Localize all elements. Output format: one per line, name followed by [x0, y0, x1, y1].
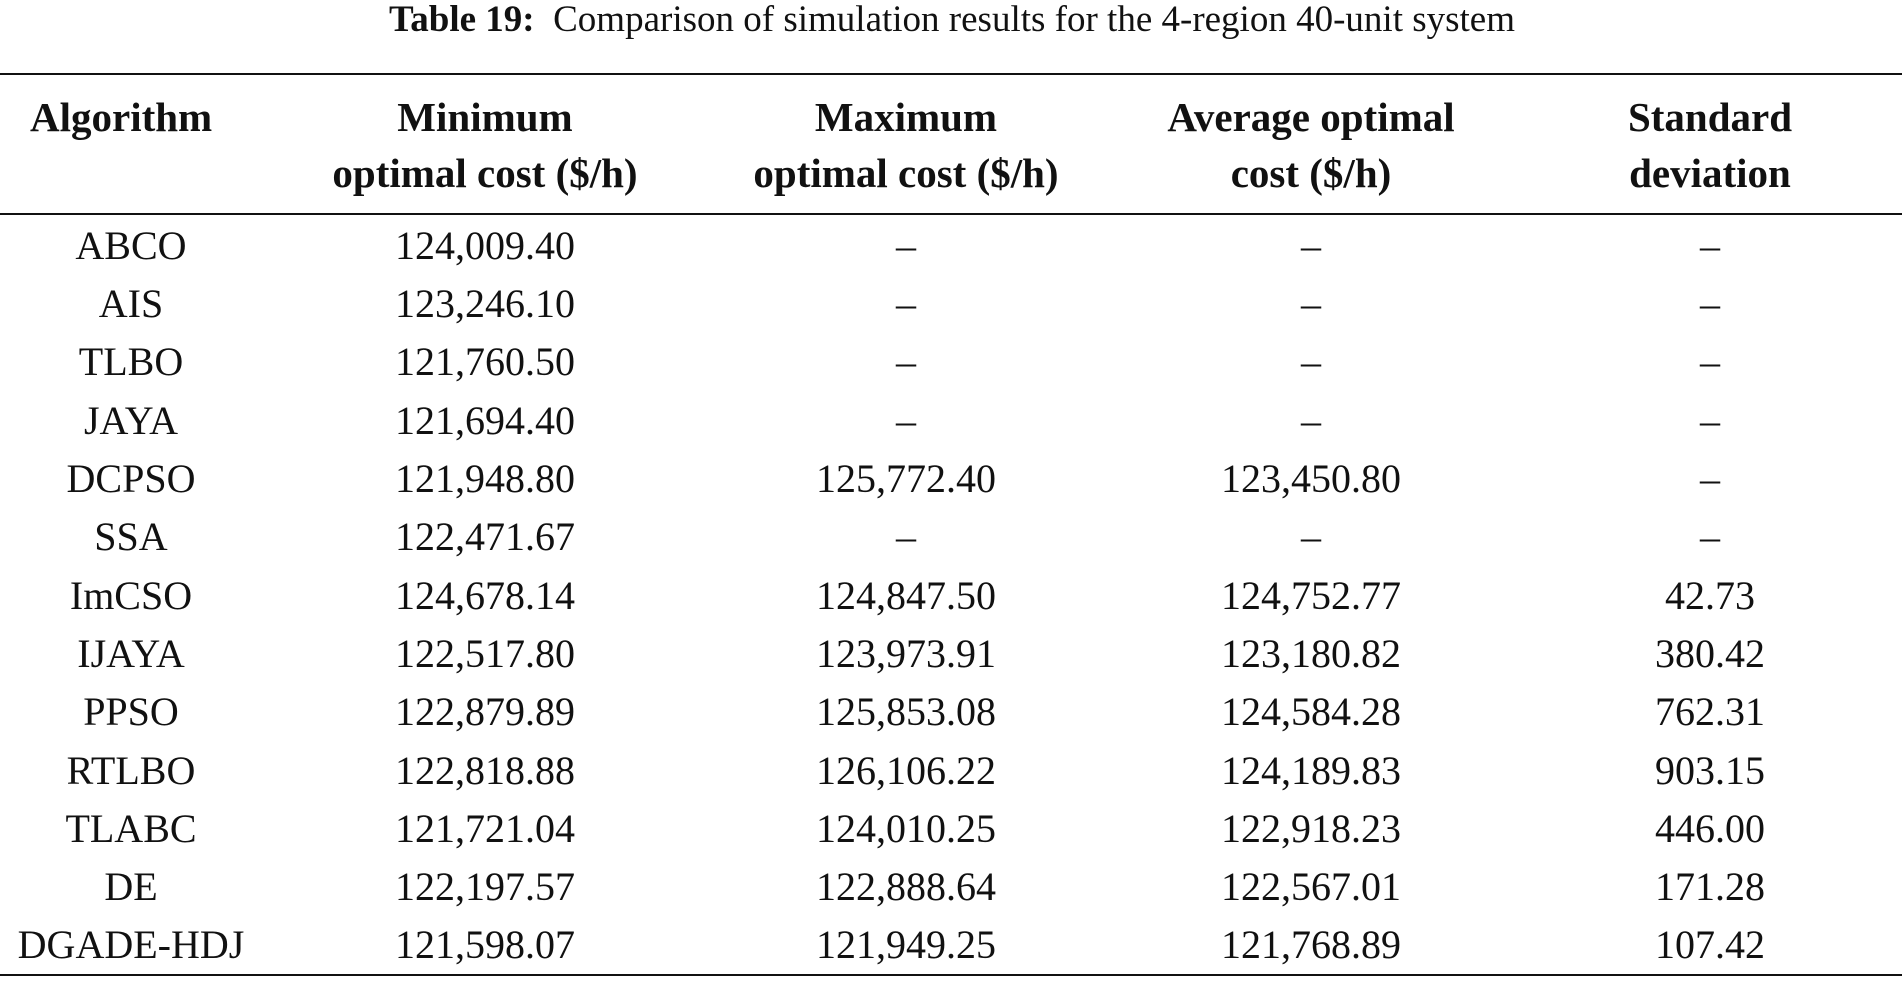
cell-standard-deviation: – [1700, 397, 1720, 443]
cell-average-cost: 124,189.83 [1221, 747, 1401, 793]
table-row: SSA 122,471.67 – – – [0, 508, 1902, 566]
cell-algorithm: PPSO [83, 689, 179, 735]
table-caption: Table 19: Comparison of simulation resul… [0, 0, 1904, 40]
cell-maximum-cost: – [896, 339, 916, 385]
header-minimum-cost: Minimum optimal cost ($/h) [332, 94, 638, 196]
cell-algorithm: DE [104, 864, 158, 910]
cell-maximum-cost: 123,973.91 [816, 630, 996, 676]
cell-algorithm: TLABC [65, 805, 197, 851]
cell-minimum-cost: 124,009.40 [395, 223, 575, 268]
table-caption-label: Table 19: [388, 0, 535, 40]
cell-minimum-cost: 121,721.04 [395, 805, 575, 851]
cell-standard-deviation: 762.31 [1655, 689, 1765, 735]
cell-standard-deviation: 903.15 [1655, 747, 1765, 793]
cell-algorithm: JAYA [83, 397, 179, 443]
table-row: ImCSO 124,678.14 124,847.50 124,752.77 4… [0, 566, 1902, 624]
header-standard-deviation: Standard deviation [1627, 94, 1793, 196]
cell-average-cost: 121,768.89 [1221, 922, 1401, 968]
cell-maximum-cost: 126,106.22 [816, 747, 996, 793]
cell-standard-deviation: 446.00 [1655, 805, 1765, 851]
cell-standard-deviation: 380.42 [1655, 630, 1765, 676]
cell-algorithm: DGADE-HDJ [17, 922, 245, 968]
cell-minimum-cost: 122,471.67 [395, 514, 575, 560]
cell-maximum-cost: 122,888.64 [816, 864, 996, 910]
cell-maximum-cost: 125,772.40 [816, 456, 996, 502]
cell-maximum-cost: – [896, 397, 916, 443]
table-row: IJAYA 122,517.80 123,973.91 123,180.82 3… [0, 625, 1902, 683]
cell-average-cost: 122,567.01 [1221, 864, 1401, 910]
cell-standard-deviation: 171.28 [1655, 864, 1765, 910]
cell-algorithm: DCPSO [66, 456, 196, 502]
cell-algorithm: ABCO [75, 223, 187, 268]
cell-average-cost: – [1301, 281, 1321, 327]
cell-algorithm: TLBO [78, 339, 184, 385]
cell-minimum-cost: 123,246.10 [395, 281, 575, 327]
table-row: TLBO 121,760.50 – – – [0, 333, 1902, 391]
cell-average-cost: – [1301, 514, 1321, 560]
table-row: TLABC 121,721.04 124,010.25 122,918.23 4… [0, 800, 1902, 858]
cell-average-cost: 123,180.82 [1221, 630, 1401, 676]
cell-average-cost: – [1301, 339, 1321, 385]
cell-average-cost: 122,918.23 [1221, 805, 1401, 851]
cell-minimum-cost: 121,598.07 [395, 922, 575, 968]
table-row: PPSO 122,879.89 125,853.08 124,584.28 76… [0, 683, 1902, 741]
cell-average-cost: 123,450.80 [1221, 456, 1401, 502]
cell-standard-deviation: – [1700, 456, 1720, 502]
header-maximum-cost: Maximum optimal cost ($/h) [753, 94, 1059, 196]
cell-maximum-cost: 124,847.50 [816, 572, 996, 618]
table-row: DCPSO 121,948.80 125,772.40 123,450.80 – [0, 450, 1902, 508]
cell-standard-deviation: 42.73 [1665, 572, 1755, 618]
cell-algorithm: IJAYA [77, 630, 185, 676]
header-row: Algorithm Minimum optimal cost ($/h) Max… [0, 74, 1902, 214]
cell-standard-deviation: – [1700, 514, 1720, 560]
table-row: RTLBO 122,818.88 126,106.22 124,189.83 9… [0, 741, 1902, 799]
cell-maximum-cost: 125,853.08 [816, 689, 996, 735]
table-row: JAYA 121,694.40 – – – [0, 392, 1902, 450]
cell-minimum-cost: 122,818.88 [395, 747, 575, 793]
cell-average-cost: 124,584.28 [1221, 689, 1401, 735]
table-row: DE 122,197.57 122,888.64 122,567.01 171.… [0, 858, 1902, 916]
cell-standard-deviation: 107.42 [1655, 922, 1765, 968]
table-body: ABCO 124,009.40 – – – AIS 123,246.10 – –… [0, 214, 1902, 976]
header-average-cost: Average optimal cost ($/h) [1167, 94, 1455, 196]
cell-maximum-cost: 121,949.25 [816, 922, 996, 968]
cell-algorithm: AIS [98, 281, 164, 327]
cell-minimum-cost: 121,694.40 [395, 397, 575, 443]
table-row: AIS 123,246.10 – – – [0, 275, 1902, 333]
cell-standard-deviation: – [1700, 339, 1720, 385]
cell-algorithm: RTLBO [66, 747, 196, 793]
table-header: Algorithm Minimum optimal cost ($/h) Max… [0, 74, 1902, 214]
cell-algorithm: SSA [94, 514, 168, 560]
cell-maximum-cost: – [896, 514, 916, 560]
cell-minimum-cost: 121,948.80 [395, 456, 575, 502]
cell-maximum-cost: – [896, 281, 916, 327]
table-caption-text: Comparison of simulation results for the… [553, 0, 1515, 40]
cell-algorithm: ImCSO [69, 572, 193, 618]
cell-minimum-cost: 122,197.57 [395, 864, 575, 910]
results-table: Algorithm Minimum optimal cost ($/h) Max… [0, 73, 1902, 976]
cell-average-cost: – [1301, 223, 1321, 268]
table-row: DGADE-HDJ 121,598.07 121,949.25 121,768.… [0, 916, 1902, 976]
cell-minimum-cost: 122,517.80 [395, 630, 575, 676]
cell-maximum-cost: 124,010.25 [816, 805, 996, 851]
header-algorithm: Algorithm [30, 94, 213, 140]
cell-standard-deviation: – [1700, 223, 1720, 268]
cell-minimum-cost: 121,760.50 [395, 339, 575, 385]
cell-standard-deviation: – [1700, 281, 1720, 327]
cell-minimum-cost: 124,678.14 [395, 572, 575, 618]
table-row: ABCO 124,009.40 – – – [0, 214, 1902, 275]
cell-average-cost: – [1301, 397, 1321, 443]
cell-minimum-cost: 122,879.89 [395, 689, 575, 735]
cell-maximum-cost: – [896, 223, 916, 268]
cell-average-cost: 124,752.77 [1221, 572, 1401, 618]
